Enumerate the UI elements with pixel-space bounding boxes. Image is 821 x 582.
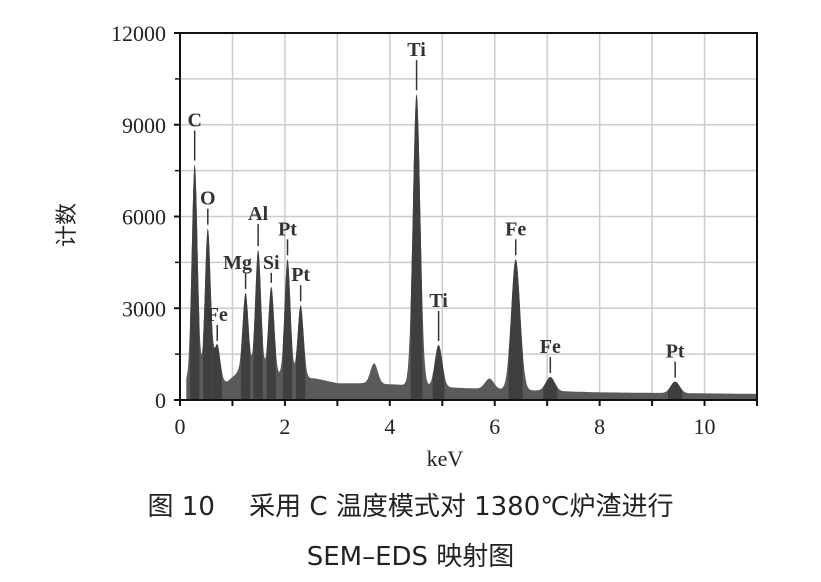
grid-lines [180, 32, 758, 401]
y-tick-label: 3000 [122, 296, 166, 321]
peak-label: O [200, 188, 216, 210]
axes: 0 3000 6000 9000 12000 0 2 4 6 8 10 [111, 21, 758, 439]
peak-label: Mg [223, 252, 252, 274]
peak-label: Al [248, 203, 268, 225]
peak-label: Fe [505, 218, 526, 240]
x-tick-label: 6 [489, 414, 500, 439]
peak-label: C [187, 110, 201, 132]
y-axis-label: 计数 [54, 203, 79, 247]
peak-label: Ti [429, 290, 448, 312]
peak-labels: C O Fe Mg Al Si Pt Pt Ti Ti Fe Fe Pt [187, 39, 685, 378]
figure-caption-line1: 图 10 采用 C 温度模式对 1380℃炉渣进行 [147, 492, 674, 522]
y-tick-label: 0 [155, 388, 166, 413]
x-axis-label: keV [427, 446, 464, 471]
figure-caption-line2: SEM–EDS 映射图 [306, 542, 515, 572]
peak-label: Pt [666, 341, 685, 363]
peak-label: Fe [207, 304, 228, 326]
y-tick-label: 9000 [122, 113, 166, 138]
y-tick-label: 6000 [122, 205, 166, 230]
y-tick-label: 12000 [111, 21, 166, 46]
x-tick-label: 4 [384, 414, 395, 439]
peak-label: Ti [407, 39, 426, 61]
peak-label: Fe [540, 336, 561, 358]
x-tick-label: 10 [694, 414, 716, 439]
eds-spectrum-chart: C O Fe Mg Al Si Pt Pt Ti Ti Fe Fe Pt 0 3000 6000 9000 12… [54, 21, 758, 471]
x-tick-label: 0 [175, 414, 186, 439]
x-tick-label: 2 [279, 414, 290, 439]
peak-label: Si [263, 252, 280, 274]
spectrum-area [186, 94, 757, 401]
peak-label: Pt [278, 218, 297, 240]
peak-label: Pt [291, 264, 310, 286]
x-tick-label: 8 [594, 414, 605, 439]
